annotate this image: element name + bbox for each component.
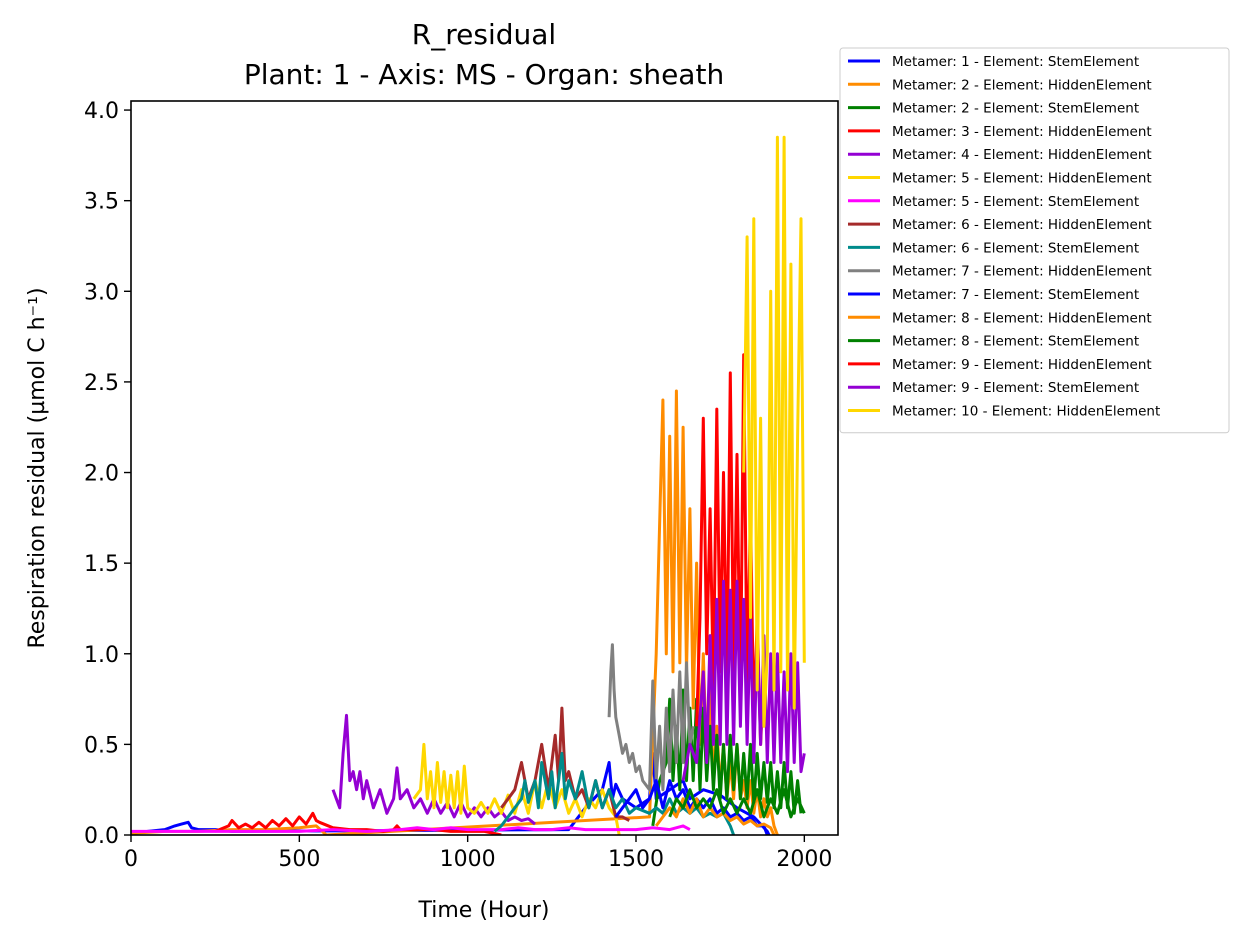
x-tick-label: 500 [278, 847, 320, 872]
y-tick-label: 0.5 [84, 733, 119, 758]
axes: 0 500 1000 1500 2000 0.0 0.5 1.0 1.5 2.0 2.5 3.0 3.5… [84, 99, 832, 872]
legend-entry: Metamer: 4 - Element: HiddenElement [892, 147, 1152, 163]
legend-entry: Metamer: 2 - Element: StemElement [892, 101, 1139, 117]
x-tick-label: 1500 [608, 847, 664, 872]
series-line-5 [331, 713, 536, 826]
legend-entry: Metamer: 7 - Element: HiddenElement [892, 264, 1152, 280]
x-tick-label: 0 [124, 847, 138, 872]
y-tick-label: 1.0 [84, 643, 119, 668]
y-tick-label: 4.0 [84, 99, 119, 124]
series-line-3 [651, 688, 803, 827]
legend-entry: Metamer: 1 - Element: StemElement [892, 54, 1139, 70]
legend-entry: Metamer: 5 - Element: HiddenElement [892, 171, 1152, 187]
legend-box [839, 47, 1230, 434]
legend-entry: Metamer: 6 - Element: StemElement [892, 240, 1139, 256]
y-tick-label: 3.5 [84, 190, 119, 215]
legend-entry: Metamer: 9 - Element: StemElement [892, 380, 1139, 396]
series-line-6 [412, 742, 621, 835]
y-tick-label: 3.0 [84, 280, 119, 305]
y-tick-label: 2.5 [84, 371, 119, 396]
series-line-12 [654, 797, 776, 835]
legend: Metamer: 1 - Element: StemElement Metamer… [839, 47, 1230, 434]
chart-title: R_residual [412, 18, 556, 51]
legend-entry: Metamer: 3 - Element: HiddenElement [892, 124, 1152, 140]
series-line-9 [493, 751, 736, 835]
series-line-7 [131, 824, 691, 833]
legend-entry: Metamer: 5 - Element: StemElement [892, 194, 1139, 210]
series-line-13 [668, 788, 806, 819]
y-axis-label: Respiration residual (µmol C h⁻¹) [25, 287, 50, 648]
chart-subtitle: Plant: 1 - Axis: MS - Organ: sheath [244, 58, 724, 91]
y-tick-label: 2.0 [84, 462, 119, 487]
series-line-15 [681, 579, 806, 781]
legend-entry: Metamer: 10 - Element: HiddenElement [892, 404, 1160, 420]
series-line-10 [607, 643, 695, 792]
legend-entry: Metamer: 7 - Element: StemElement [892, 287, 1139, 303]
y-tick-label: 1.5 [84, 552, 119, 577]
legend-entry: Metamer: 9 - Element: HiddenElement [892, 357, 1152, 373]
x-tick-label: 1000 [440, 847, 496, 872]
plot-area [131, 135, 806, 835]
plot-frame [130, 100, 839, 836]
legend-entry: Metamer: 8 - Element: StemElement [892, 334, 1139, 350]
legend-entry: Metamer: 2 - Element: HiddenElement [892, 77, 1152, 93]
series-line-16 [742, 135, 806, 728]
legend-entry: Metamer: 6 - Element: HiddenElement [892, 217, 1152, 233]
y-tick-label: 0.0 [84, 824, 119, 849]
x-tick-label: 2000 [776, 847, 832, 872]
x-axis-label: Time (Hour) [418, 898, 550, 923]
legend-entry: Metamer: 8 - Element: HiddenElement [892, 310, 1152, 326]
